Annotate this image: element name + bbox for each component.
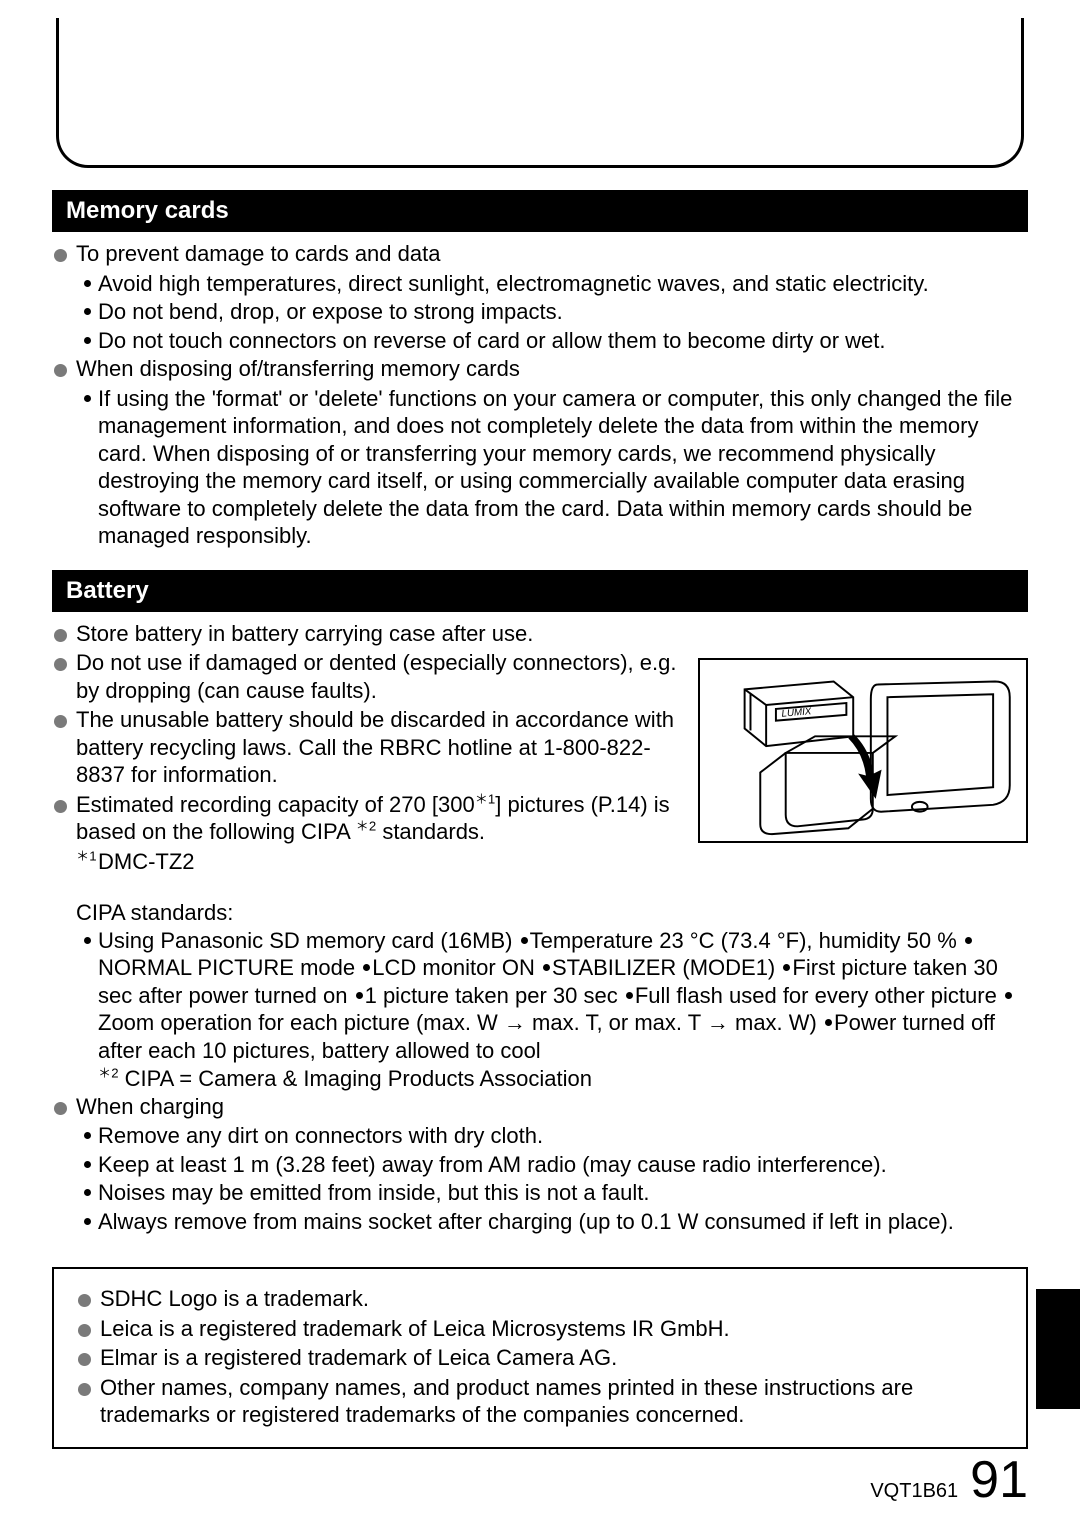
cipa-label: CIPA standards:: [76, 899, 1028, 927]
side-tab-indicator: [1036, 1289, 1080, 1409]
battery-item-1: Store battery in battery carrying case a…: [76, 620, 678, 648]
memory-item-2: When disposing of/transferring memory ca…: [76, 355, 1028, 383]
trademark-1: SDHC Logo is a trademark.: [100, 1285, 1006, 1313]
charging-sub-3: Noises may be emitted from inside, but t…: [98, 1179, 1028, 1207]
trademark-4: Other names, company names, and product …: [100, 1374, 1006, 1429]
page-number: 91: [970, 1448, 1028, 1513]
memory-cards-header: Memory cards: [52, 190, 1028, 232]
manual-page: Memory cards To prevent damage to cards …: [52, 0, 1028, 1535]
cipa-standards-text: Using Panasonic SD memory card (16MB) Te…: [98, 927, 1028, 1065]
charging-sub-2: Keep at least 1 m (3.28 feet) away from …: [98, 1151, 1028, 1179]
battery-item-3: The unusable battery should be discarded…: [76, 706, 678, 789]
page-footer: VQT1B61 91: [870, 1448, 1028, 1513]
battery-content: LUMIX Store battery in battery carrying …: [52, 620, 1028, 1236]
memory-sub-1-2: Do not bend, drop, or expose to strong i…: [98, 298, 1028, 326]
memory-sub-2-1: If using the 'format' or 'delete' functi…: [98, 385, 1028, 550]
charging-title: When charging: [76, 1093, 1028, 1121]
memory-cards-content: To prevent damage to cards and data Avoi…: [52, 240, 1028, 550]
cipa-footnote-2: ＊2 CIPA = Camera & Imaging Products Asso…: [98, 1065, 1028, 1093]
memory-sub-1-1: Avoid high temperatures, direct sunlight…: [98, 270, 1028, 298]
battery-footnote-1: ＊1 DMC-TZ2: [52, 848, 1028, 876]
memory-sub-1-3: Do not touch connectors on reverse of ca…: [98, 327, 1028, 355]
battery-item-4: Estimated recording capacity of 270 [300…: [76, 791, 678, 846]
document-code: VQT1B61: [870, 1479, 958, 1504]
battery-item-2: Do not use if damaged or dented (especia…: [76, 649, 678, 704]
memory-item-1: To prevent damage to cards and data: [76, 240, 1028, 268]
battery-header: Battery: [52, 570, 1028, 612]
top-rounded-box: [56, 18, 1024, 168]
charging-sub-1: Remove any dirt on connectors with dry c…: [98, 1122, 1028, 1150]
trademark-3: Elmar is a registered trademark of Leica…: [100, 1344, 1006, 1372]
battery-case-illustration: LUMIX: [698, 658, 1028, 843]
charging-sub-4: Always remove from mains socket after ch…: [98, 1208, 1028, 1236]
trademark-2: Leica is a registered trademark of Leica…: [100, 1315, 1006, 1343]
trademark-box: SDHC Logo is a trademark. Leica is a reg…: [52, 1267, 1028, 1449]
